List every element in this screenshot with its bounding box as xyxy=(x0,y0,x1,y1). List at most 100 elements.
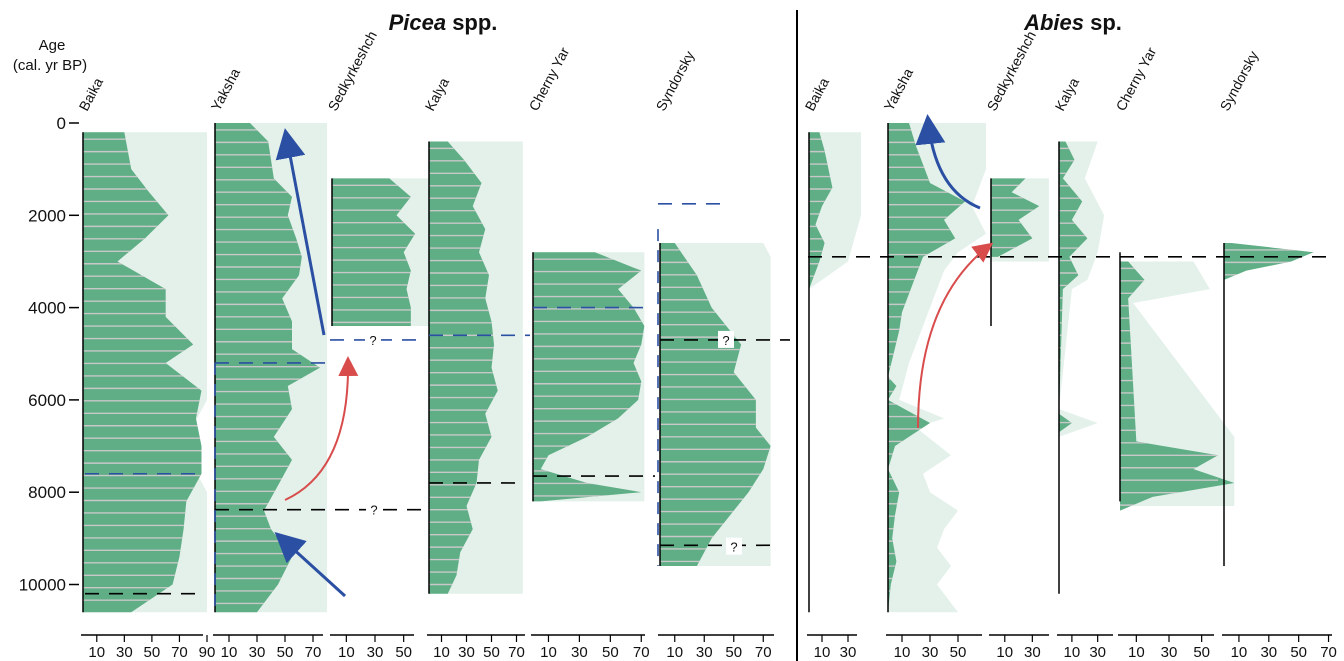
x-tick-label: 30 xyxy=(116,644,133,661)
migration-arrows xyxy=(274,114,994,598)
x-tick-label: 70 xyxy=(508,644,525,661)
x-axis: 10 30 50 xyxy=(1118,634,1214,661)
site-cherny-yar: Cherny Yar 10 30 50 xyxy=(1113,44,1235,661)
x-axis: 10 30 50 70 xyxy=(1222,634,1337,661)
site-name: Yaksha xyxy=(208,65,244,113)
x-tick-label: 10 xyxy=(221,644,238,661)
x-tick-label: 70 xyxy=(305,644,322,661)
x-tick-label: 10 xyxy=(814,644,831,661)
site-kalya: Kalya 10 30 xyxy=(1052,75,1113,661)
x-axis: 10 30 50 70 xyxy=(427,634,525,661)
x-axis: 10 30 50 70 xyxy=(531,634,650,661)
x-tick-label: 10 xyxy=(1064,644,1081,661)
percentage-area xyxy=(660,242,771,567)
x-tick-label: 10 xyxy=(540,644,557,661)
x-tick-label: 90 xyxy=(199,644,216,661)
site-name: Syndorsky xyxy=(1217,48,1262,113)
age-tick-label: 8000 xyxy=(28,483,66,502)
percentage-area xyxy=(888,123,965,613)
panel-title-genus: Abies xyxy=(1023,10,1084,35)
blue-arrow xyxy=(275,128,326,336)
site-name: Yaksha xyxy=(881,65,917,113)
blue-arrow xyxy=(915,114,981,210)
boundary-lines xyxy=(85,202,1330,613)
panel-title-genus: Picea xyxy=(389,10,447,35)
site-syndorsky: Syndorsky 10 30 50 70 xyxy=(1217,48,1337,661)
x-tick-label: 10 xyxy=(1128,644,1145,661)
site-name: Kalya xyxy=(1052,75,1083,114)
x-tick-label: 50 xyxy=(1290,644,1307,661)
age-tick-label: 10000 xyxy=(19,576,66,595)
x-tick-label: 30 xyxy=(696,644,713,661)
x-tick-label: 30 xyxy=(458,644,475,661)
percentage-area xyxy=(429,141,498,594)
red-arrow xyxy=(917,242,994,429)
x-tick-label: 30 xyxy=(1089,644,1106,661)
x-tick-label: 10 xyxy=(88,644,105,661)
site-kalya: Kalya 10 30 50 70 xyxy=(422,75,525,661)
site-sedkyrkeshch: Sedkyrkeshch 10 30 50 xyxy=(325,28,433,661)
age-axis-title: Age xyxy=(39,37,66,54)
percentage-area xyxy=(332,178,416,327)
question-mark: ? xyxy=(370,503,377,518)
site-name: Cherny Yar xyxy=(526,44,573,113)
site-syndorsky: Syndorsky 10 30 50 70 xyxy=(653,48,774,661)
question-mark: ? xyxy=(730,540,737,555)
percentage-area xyxy=(83,132,202,613)
site-yaksha: Yaksha 10 30 50 70 xyxy=(208,65,327,661)
site-cherny-yar: Cherny Yar 10 30 50 70 xyxy=(526,44,650,661)
question-bg xyxy=(365,330,381,348)
age-tick-label: 0 xyxy=(57,114,66,133)
site-baika: Baika 10 30 xyxy=(802,75,861,661)
sample-lines xyxy=(332,184,416,324)
site-baika: Baika 10 30 50 70 90 xyxy=(76,75,216,661)
panel-abies: Abies sp. Baika 10 30 Yaksha 10 30 50 Sedkyrkesh… xyxy=(802,10,1337,661)
x-tick-label: 10 xyxy=(338,644,355,661)
x-tick-label: 70 xyxy=(633,644,650,661)
chart-marks: Age (cal. yr BP) 0 2000 4000 6000 8000 10000 Pic… xyxy=(13,10,1337,661)
age-axis: Age (cal. yr BP) 0 2000 4000 6000 8000 10000 xyxy=(13,37,87,595)
x-tick-label: 30 xyxy=(571,644,588,661)
age-axis-subtitle: (cal. yr BP) xyxy=(13,57,87,74)
percentage-area xyxy=(1224,242,1314,280)
x-tick-label: 50 xyxy=(950,644,967,661)
x-tick-label: 10 xyxy=(666,644,683,661)
x-tick-label: 10 xyxy=(433,644,450,661)
x-tick-label: 30 xyxy=(840,644,857,661)
x-axis: 10 30 xyxy=(989,634,1049,661)
question-bg xyxy=(366,500,382,518)
percentage-area xyxy=(809,132,833,290)
x-tick-label: 50 xyxy=(725,644,742,661)
question-marks: ???? xyxy=(365,330,742,555)
question-bg xyxy=(726,537,742,555)
percentage-area xyxy=(1120,261,1235,511)
question-mark: ? xyxy=(369,333,376,348)
site-name: Baika xyxy=(802,75,833,114)
x-tick-label: 50 xyxy=(602,644,619,661)
percentage-area xyxy=(1059,141,1088,433)
age-tick-label: 6000 xyxy=(28,391,66,410)
x-tick-label: 70 xyxy=(755,644,772,661)
x-tick-label: 30 xyxy=(367,644,384,661)
site-sedkyrkeshch: Sedkyrkeshch 10 30 xyxy=(984,28,1049,661)
x-tick-label: 70 xyxy=(171,644,188,661)
blue-arrow xyxy=(274,531,347,598)
x-tick-label: 30 xyxy=(249,644,266,661)
site-name: Sedkyrkeshch xyxy=(325,28,380,113)
x-tick-label: 50 xyxy=(144,644,161,661)
x-axis: 10 30 50 70 90 xyxy=(81,634,216,661)
x-tick-label: 50 xyxy=(483,644,500,661)
site-name: Sedkyrkeshch xyxy=(984,28,1039,113)
age-tick-label: 2000 xyxy=(28,206,66,225)
x-tick-label: 70 xyxy=(1320,644,1337,661)
question-bg xyxy=(718,330,734,348)
panel-title: Picea spp. xyxy=(389,10,498,35)
site-name: Cherny Yar xyxy=(1113,44,1160,113)
x-tick-label: 30 xyxy=(1260,644,1277,661)
x-tick-label: 10 xyxy=(996,644,1013,661)
x-axis: 10 30 50 70 xyxy=(658,634,774,661)
question-mark: ? xyxy=(722,333,729,348)
x-axis: 10 30 xyxy=(1057,634,1113,661)
panel-title-rank: sp. xyxy=(1084,10,1122,35)
